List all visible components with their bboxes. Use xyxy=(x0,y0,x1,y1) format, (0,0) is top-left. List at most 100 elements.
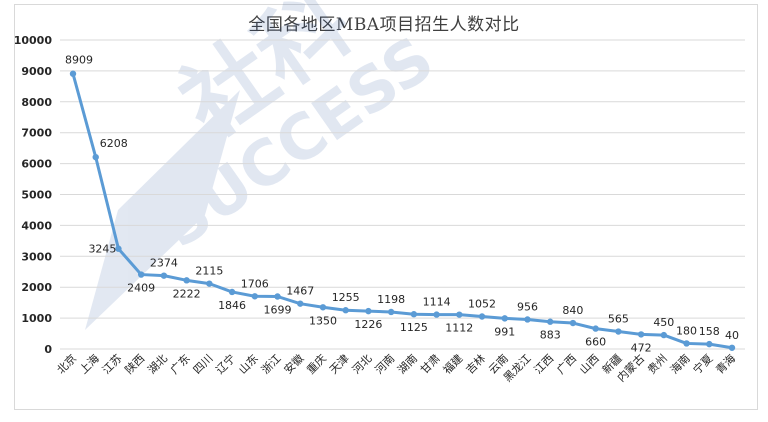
x-tick-label: 四川 xyxy=(191,352,216,377)
data-point xyxy=(115,245,122,252)
data-point xyxy=(592,325,599,332)
y-tick-label: 7000 xyxy=(21,127,52,140)
data-point xyxy=(728,344,736,351)
data-point xyxy=(319,304,327,311)
data-label: 840 xyxy=(562,304,583,317)
x-tick-label: 山西 xyxy=(577,352,602,377)
y-tick-label: 1000 xyxy=(21,312,52,325)
data-label: 180 xyxy=(676,324,697,337)
data-point xyxy=(160,272,168,279)
data-label: 1226 xyxy=(354,318,382,331)
data-label: 3245 xyxy=(88,243,116,256)
x-tick-label: 河南 xyxy=(373,352,398,377)
x-tick-label: 海南 xyxy=(667,351,692,376)
x-tick-label: 安徽 xyxy=(281,351,306,376)
data-point xyxy=(251,293,258,300)
data-label: 1706 xyxy=(241,277,269,290)
data-label: 1114 xyxy=(423,296,451,309)
data-label: 565 xyxy=(608,313,629,326)
data-label: 660 xyxy=(585,336,606,349)
y-tick-label: 5000 xyxy=(21,189,52,202)
data-point xyxy=(569,319,577,327)
data-point xyxy=(387,308,395,316)
x-tick-label: 江西 xyxy=(532,352,557,377)
data-label: 1198 xyxy=(377,293,405,306)
x-tick-label: 上海 xyxy=(76,351,101,376)
data-label: 1846 xyxy=(218,299,246,312)
data-point xyxy=(274,293,281,300)
x-tick-label: 甘肃 xyxy=(418,352,443,377)
data-label: 1255 xyxy=(332,291,360,304)
data-label: 1350 xyxy=(309,314,337,327)
x-tick-label: 山东 xyxy=(236,352,261,377)
data-point xyxy=(365,307,372,315)
data-label: 1052 xyxy=(468,297,496,310)
data-label: 8909 xyxy=(65,54,93,67)
data-point xyxy=(478,313,486,320)
data-label: 991 xyxy=(494,325,515,338)
x-tick-label: 宁夏 xyxy=(690,351,715,376)
data-point xyxy=(501,315,508,322)
data-point xyxy=(410,311,418,318)
data-label: 6208 xyxy=(100,137,128,150)
y-tick-label: 0 xyxy=(44,343,52,356)
x-tick-label: 陕西 xyxy=(122,351,147,376)
x-tick-label: 福建 xyxy=(440,351,465,376)
data-point xyxy=(683,340,690,347)
data-point xyxy=(524,316,531,323)
x-tick-label: 广东 xyxy=(168,352,193,377)
x-tick-label: 天津 xyxy=(327,352,352,377)
data-point xyxy=(637,331,645,338)
data-label: 2374 xyxy=(150,257,178,270)
y-tick-label: 4000 xyxy=(21,219,52,232)
data-label: 450 xyxy=(653,316,674,329)
data-point xyxy=(69,70,77,77)
data-label: 2409 xyxy=(127,282,155,295)
data-point xyxy=(228,288,236,296)
data-point xyxy=(183,277,190,284)
y-tick-label: 8000 xyxy=(21,96,52,109)
series-line xyxy=(71,73,733,350)
x-tick-label: 广西 xyxy=(554,352,579,377)
x-tick-label: 吉林 xyxy=(463,351,488,376)
data-point xyxy=(456,311,463,318)
data-point xyxy=(660,331,668,339)
data-point xyxy=(547,318,554,325)
x-tick-label: 辽宁 xyxy=(213,351,238,376)
data-point xyxy=(433,311,440,318)
chart-frame xyxy=(14,4,758,410)
data-point xyxy=(615,328,622,335)
data-label: 2222 xyxy=(173,287,201,300)
data-point xyxy=(297,300,304,307)
y-tick-label: 10000 xyxy=(14,34,53,47)
data-point xyxy=(206,280,213,287)
data-point xyxy=(342,307,349,314)
data-label: 158 xyxy=(699,325,720,338)
data-label: 956 xyxy=(517,300,538,313)
x-tick-label: 贵州 xyxy=(645,352,670,377)
data-label: 1467 xyxy=(286,285,314,298)
x-tick-label: 河北 xyxy=(350,352,375,377)
x-tick-label: 浙江 xyxy=(259,352,284,377)
data-label: 472 xyxy=(631,341,652,354)
data-point xyxy=(92,153,99,161)
y-tick-label: 6000 xyxy=(21,158,52,171)
data-label: 883 xyxy=(540,329,561,342)
data-point xyxy=(137,271,145,278)
x-tick-label: 湖南 xyxy=(395,352,420,377)
x-tick-label: 湖北 xyxy=(145,352,170,377)
data-point xyxy=(706,340,713,348)
x-tick-label: 重庆 xyxy=(304,351,329,376)
data-label: 1699 xyxy=(264,304,292,317)
y-tick-label: 2000 xyxy=(21,281,52,294)
data-label: 1112 xyxy=(445,322,473,335)
data-label: 1125 xyxy=(400,321,428,334)
y-tick-label: 9000 xyxy=(21,65,52,78)
data-label: 40 xyxy=(725,329,739,342)
chart-title: 全国各地区MBA项目招生人数对比 xyxy=(248,15,520,35)
y-tick-label: 3000 xyxy=(21,250,52,263)
data-label: 2115 xyxy=(195,265,223,278)
x-tick-label: 江苏 xyxy=(100,352,125,377)
x-tick-label: 青海 xyxy=(713,351,738,376)
